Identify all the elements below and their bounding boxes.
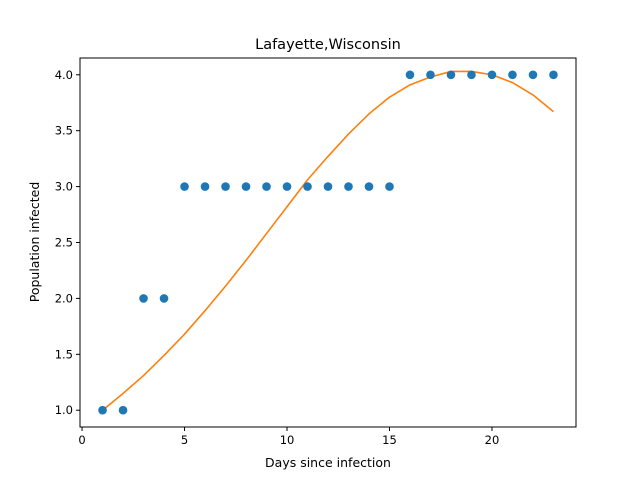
- y-tick-label: 3.0: [55, 180, 73, 194]
- plot-area: 0 5 10 15 20 1.0 1.5 2.0 2.5 3.0 3.5 4.0: [55, 57, 577, 447]
- plot-frame: [79, 57, 577, 428]
- data-point: [139, 294, 148, 303]
- data-point: [487, 70, 497, 80]
- x-axis-label: Days since infection: [265, 455, 391, 470]
- y-tick-label: 4.0: [55, 68, 73, 82]
- data-point: [159, 294, 169, 303]
- x-tick-label: 20: [485, 433, 500, 447]
- x-tick-label: 5: [181, 433, 188, 447]
- data-point: [262, 182, 271, 191]
- data-point: [549, 70, 558, 80]
- data-point: [467, 70, 476, 80]
- data-point: [528, 70, 538, 80]
- fit-line: [102, 70, 554, 411]
- data-point: [508, 70, 517, 80]
- data-point: [180, 182, 189, 191]
- y-tick-label: 1.0: [55, 403, 73, 417]
- y-tick-label: 3.5: [55, 124, 73, 138]
- data-point: [323, 182, 333, 191]
- data-point: [426, 70, 435, 80]
- y-tick-label: 2.5: [55, 236, 73, 250]
- data-point: [118, 405, 128, 415]
- data-point: [200, 182, 210, 191]
- x-tick-label: 10: [280, 433, 295, 447]
- data-point: [344, 182, 353, 191]
- chart-title: Lafayette,Wisconsin: [255, 37, 401, 53]
- data-point: [241, 182, 251, 191]
- y-axis-label: Population infected: [27, 182, 42, 303]
- data-point: [364, 182, 374, 191]
- data-point: [405, 70, 415, 80]
- data-point: [385, 182, 394, 191]
- x-tick-label: 15: [382, 433, 397, 447]
- data-point: [221, 182, 230, 191]
- data-point: [282, 182, 292, 191]
- data-point: [303, 182, 312, 191]
- y-tick-label: 1.5: [55, 347, 73, 361]
- data-point: [98, 405, 107, 415]
- x-tick-label: 0: [78, 433, 85, 447]
- data-point: [446, 70, 456, 80]
- y-tick-label: 2.0: [55, 291, 73, 305]
